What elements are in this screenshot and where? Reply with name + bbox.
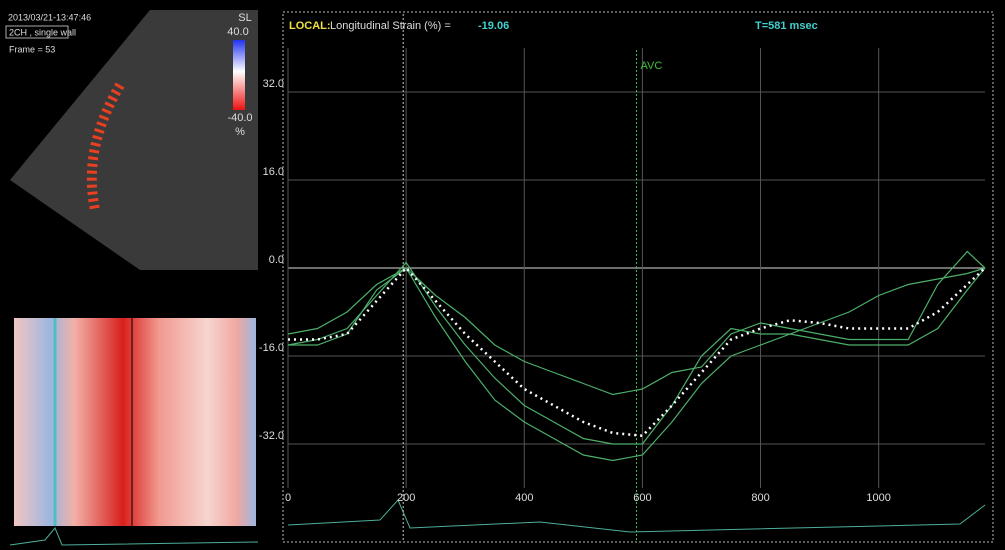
title-value: -19.06 — [478, 20, 509, 32]
x-tick-label: 400 — [515, 492, 533, 504]
color-scale — [233, 40, 245, 110]
x-tick-label: 1000 — [866, 492, 890, 504]
y-tick-label: -16.0 — [259, 342, 284, 354]
x-tick-label: 200 — [397, 492, 415, 504]
frame: Frame = 53 — [9, 44, 55, 54]
x-tick-label: 600 — [633, 492, 651, 504]
y-tick-label: -32.0 — [259, 430, 284, 442]
view: 2CH , single wall — [9, 27, 76, 37]
time-label: T=581 msec — [755, 20, 818, 32]
title-prefix: LOCAL: — [289, 20, 331, 32]
y-tick-label: 0.0 — [269, 254, 284, 266]
chart-title: Longitudinal Strain (%) = — [330, 20, 451, 32]
avc-label: AVC — [641, 60, 663, 72]
scale-name: SL — [238, 12, 251, 24]
y-tick-label: 32.0 — [263, 78, 284, 90]
scale-min: -40.0 — [227, 112, 252, 124]
scale-unit: % — [235, 126, 245, 138]
screen: 2013/03/21-13:47:46 2CH , single wall Fr… — [0, 0, 1005, 550]
timestamp: 2013/03/21-13:47:46 — [8, 12, 91, 22]
scale-max: 40.0 — [227, 26, 248, 38]
y-tick-label: 16.0 — [263, 166, 284, 178]
x-tick-label: 0 — [285, 492, 291, 504]
x-tick-label: 800 — [751, 492, 769, 504]
strain-map — [14, 318, 256, 526]
